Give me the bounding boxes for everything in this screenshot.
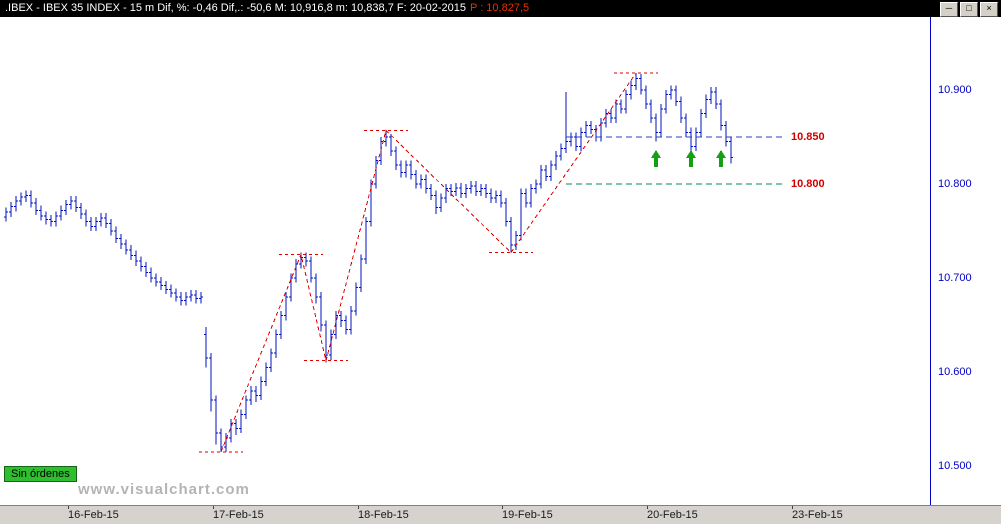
price-level-label[interactable]: 10.850 xyxy=(791,131,825,143)
time-axis-tick xyxy=(68,506,69,509)
time-axis-tick xyxy=(502,506,503,509)
price-axis-label: 10.700 xyxy=(938,272,972,284)
maximize-icon[interactable]: □ xyxy=(960,2,978,17)
window-controls: ─ □ × xyxy=(940,2,998,17)
price-axis-label: 10.900 xyxy=(938,84,972,96)
window-titlebar[interactable]: .IBEX - IBEX 35 INDEX - 15 m Dif, %: -0,… xyxy=(0,0,1001,17)
date-label: 17-Feb-15 xyxy=(213,509,264,521)
date-label: 16-Feb-15 xyxy=(68,509,119,521)
chart-last-price: P : 10,827,5 xyxy=(470,2,530,14)
no-orders-badge[interactable]: Sin órdenes xyxy=(4,466,77,482)
buy-signal-arrow-icon xyxy=(686,150,696,167)
time-axis-tick xyxy=(647,506,648,509)
time-axis-tick xyxy=(792,506,793,509)
close-icon[interactable]: × xyxy=(980,2,998,17)
buy-signal-arrow-icon xyxy=(716,150,726,167)
buy-signal-arrow-icon xyxy=(651,150,661,167)
price-chart-svg xyxy=(4,72,786,453)
swing-level-markers xyxy=(199,72,658,453)
zigzag-indicator-line xyxy=(220,72,637,453)
time-axis-tick xyxy=(213,506,214,509)
date-label: 23-Feb-15 xyxy=(792,509,843,521)
minimize-icon[interactable]: ─ xyxy=(940,2,958,17)
price-axis-label: 10.500 xyxy=(938,460,972,472)
chart-title: .IBEX - IBEX 35 INDEX - 15 m Dif, %: -0,… xyxy=(5,2,466,14)
date-label: 20-Feb-15 xyxy=(647,509,698,521)
ohlc-bars xyxy=(4,73,733,452)
time-axis[interactable]: 16-Feb-15 17-Feb-15 18-Feb-15 19-Feb-15 20-F… xyxy=(0,505,1001,524)
price-axis[interactable]: 10.900 10.800 10.700 10.600 10.500 xyxy=(930,17,1001,505)
chart-plot-area[interactable]: Sin órdenes www.visualchart.com 10.850 10… xyxy=(0,17,930,505)
date-label: 18-Feb-15 xyxy=(358,509,409,521)
price-axis-label: 10.600 xyxy=(938,366,972,378)
time-axis-tick xyxy=(358,506,359,509)
price-axis-label: 10.800 xyxy=(938,178,972,190)
date-label: 19-Feb-15 xyxy=(502,509,553,521)
price-level-label[interactable]: 10.800 xyxy=(791,178,825,190)
watermark: www.visualchart.com xyxy=(78,481,250,498)
